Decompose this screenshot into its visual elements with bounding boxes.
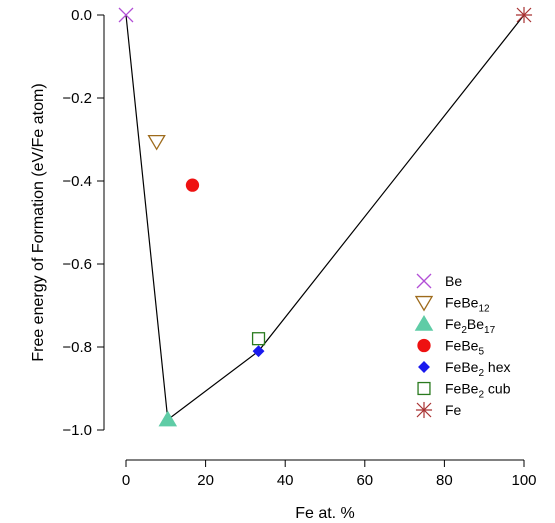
legend-label-febe12: FeBe12 bbox=[445, 295, 490, 315]
legend-marker-febe2-cub bbox=[417, 381, 431, 396]
x-tick-label: 20 bbox=[197, 472, 214, 489]
legend-label-be: Be bbox=[445, 273, 462, 289]
x-tick-label: 100 bbox=[511, 472, 536, 489]
y-tick-label: −0.6 bbox=[62, 256, 92, 273]
legend-marker-be bbox=[416, 273, 432, 289]
legend-marker-febe5 bbox=[417, 338, 431, 353]
y-tick-label: −0.2 bbox=[62, 90, 92, 107]
legend-label-fe2be17: Fe2Be17 bbox=[445, 316, 496, 336]
hull-polyline bbox=[125, 14, 525, 421]
data-point-febe12 bbox=[147, 134, 166, 151]
legend-marker-fe2be17 bbox=[414, 314, 434, 331]
y-tick-label: −0.8 bbox=[62, 339, 92, 356]
data-points bbox=[118, 6, 533, 427]
legend-label-febe5: FeBe5 bbox=[445, 338, 484, 358]
convex-hull-line bbox=[125, 14, 525, 421]
y-tick-label: −1.0 bbox=[62, 422, 92, 439]
legend-marker-fe bbox=[415, 401, 433, 419]
axes: 0 20 40 60 80 100 0.0 −0.2 −0.4 −0.6 −0.8 −1.0 bbox=[62, 7, 536, 489]
legend-label-fe: Fe bbox=[445, 402, 462, 418]
legend-marker-febe12 bbox=[414, 295, 434, 312]
y-tick-label: −0.4 bbox=[62, 173, 92, 190]
y-tick-label: 0.0 bbox=[71, 7, 92, 24]
data-point-febe5 bbox=[185, 178, 200, 192]
y-axis-label: Free energy of Formation (eV/Fe atom) bbox=[30, 83, 47, 361]
data-point-febe2-hex bbox=[252, 345, 265, 358]
x-axis-label: Fe at. % bbox=[295, 505, 355, 522]
x-tick-label: 40 bbox=[277, 472, 294, 489]
data-point-fe2be17 bbox=[158, 410, 178, 427]
x-tick-label: 60 bbox=[356, 472, 373, 489]
x-tick-label: 0 bbox=[122, 472, 130, 489]
legend-label-febe2-cub: FeBe2 cub bbox=[445, 381, 511, 401]
legend-marker-febe2-hex bbox=[418, 361, 430, 373]
data-point-fe bbox=[515, 6, 533, 24]
legend-label-febe2-hex: FeBe2 hex bbox=[445, 359, 511, 379]
data-point-febe2-cub bbox=[251, 332, 266, 346]
x-tick-label: 80 bbox=[436, 472, 453, 489]
data-point-be bbox=[118, 7, 134, 23]
